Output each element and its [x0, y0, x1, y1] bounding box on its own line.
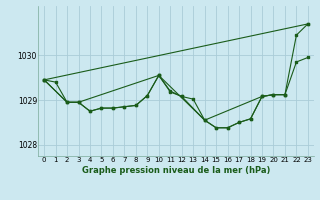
- X-axis label: Graphe pression niveau de la mer (hPa): Graphe pression niveau de la mer (hPa): [82, 166, 270, 175]
